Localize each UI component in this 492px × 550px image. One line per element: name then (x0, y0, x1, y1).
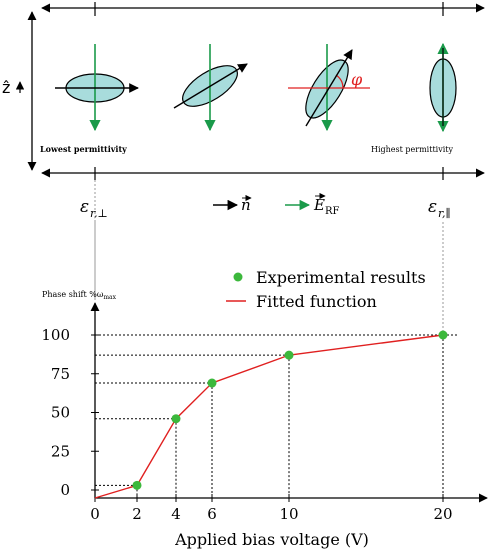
legend-label-experimental: Experimental results (256, 268, 426, 287)
x-tick-label: 2 (132, 505, 142, 523)
y-tick-label: 75 (51, 365, 70, 383)
vector-legend: n E RF (213, 192, 340, 217)
y-tick-label: 0 (60, 481, 70, 499)
y-tick-label: 100 (41, 326, 70, 344)
svg-text:ε: ε (428, 197, 437, 217)
z-axis-label: ẑ (2, 78, 10, 97)
x-tick-label: 10 (279, 505, 298, 523)
legend-n-label: n (241, 196, 251, 214)
legend-e-sub: RF (325, 206, 340, 217)
experimental-point (438, 330, 448, 340)
molecule-tilted-30 (173, 44, 248, 132)
svg-text:ε: ε (80, 197, 89, 217)
lowest-permittivity-label: Lowest permittivity (40, 144, 127, 154)
svg-text:Phase shift %ωmax: Phase shift %ωmax (42, 290, 117, 301)
phase-shift-chart: Phase shift %ωmax Applied bias voltage (… (41, 268, 488, 549)
svg-text:r,⊥: r,⊥ (90, 207, 108, 220)
experimental-point (132, 480, 142, 490)
experimental-point (171, 414, 181, 424)
molecule-lowest (55, 44, 139, 132)
svg-text:r,∥: r,∥ (438, 207, 451, 220)
legend-e-label: E (313, 196, 325, 214)
experimental-point (207, 378, 217, 388)
x-axis-label: Applied bias voltage (V) (174, 530, 369, 549)
y-tick-label: 25 (51, 442, 70, 460)
molecule-highest (429, 42, 457, 133)
legend-marker-experimental (233, 272, 243, 282)
x-tick-label: 20 (433, 505, 452, 523)
molecule-tilted-phi: φ (288, 44, 370, 132)
y-tick-label: 50 (51, 404, 70, 422)
eps-perp-label: ε r,⊥ (80, 197, 108, 220)
chart-legend: Experimental results Fitted function (226, 268, 426, 311)
eps-par-label: ε r,∥ (428, 197, 451, 220)
fitted-function-line (94, 334, 444, 499)
legend-label-fitted: Fitted function (256, 292, 377, 311)
orientation-diagram: ẑ φ Lowest permittivity (2, 2, 485, 180)
highest-permittivity-label: Highest permittivity (371, 145, 454, 154)
y-axis-label: Phase shift %ωmax (42, 290, 117, 301)
phi-label: φ (351, 70, 363, 89)
x-tick-label: 6 (207, 505, 217, 523)
x-tick-label: 4 (171, 505, 181, 523)
experimental-point (284, 350, 294, 360)
x-tick-label: 0 (90, 505, 100, 523)
